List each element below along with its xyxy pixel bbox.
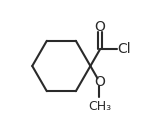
Text: Cl: Cl [118,42,131,56]
Text: O: O [95,20,105,34]
Text: CH₃: CH₃ [88,100,111,113]
Text: O: O [94,75,105,89]
